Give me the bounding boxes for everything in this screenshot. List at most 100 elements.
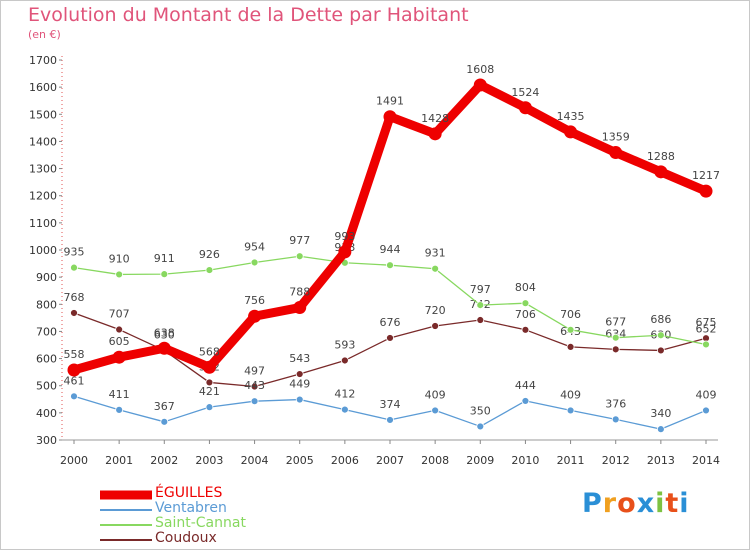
data-label-saint-cannat: 652 bbox=[696, 322, 717, 335]
data-point-eguilles bbox=[202, 360, 216, 374]
data-label-saint-cannat: 926 bbox=[199, 248, 220, 261]
y-tick-label: 1700 bbox=[29, 54, 57, 67]
y-tick-label: 1300 bbox=[29, 163, 57, 176]
data-label-saint-cannat: 686 bbox=[650, 313, 671, 326]
data-point-saint-cannat bbox=[160, 270, 169, 279]
data-label-saint-cannat: 931 bbox=[425, 247, 446, 260]
data-point-ventabren bbox=[70, 392, 78, 401]
data-point-coudoux bbox=[476, 316, 485, 324]
data-point-ventabren bbox=[702, 406, 710, 415]
data-label-ventabren: 461 bbox=[64, 374, 85, 387]
data-point-eguilles bbox=[293, 301, 307, 315]
data-point-ventabren bbox=[295, 395, 304, 404]
data-point-ventabren bbox=[611, 415, 620, 424]
data-label-eguilles: 638 bbox=[154, 326, 175, 339]
data-label-eguilles: 558 bbox=[64, 348, 85, 361]
data-label-saint-cannat: 911 bbox=[154, 252, 175, 265]
x-tick-label: 2002 bbox=[150, 454, 178, 467]
data-point-eguilles bbox=[564, 125, 578, 139]
y-tick-label: 400 bbox=[36, 407, 57, 420]
data-label-saint-cannat: 706 bbox=[560, 308, 581, 321]
data-point-saint-cannat bbox=[431, 264, 440, 273]
x-tick-label: 2008 bbox=[421, 454, 449, 467]
x-tick-label: 2004 bbox=[241, 454, 269, 467]
data-label-eguilles: 1217 bbox=[692, 169, 720, 182]
data-point-eguilles bbox=[67, 363, 81, 377]
x-tick-label: 2010 bbox=[511, 454, 539, 467]
data-point-ventabren bbox=[431, 406, 440, 415]
data-label-eguilles: 1428 bbox=[421, 112, 449, 125]
x-tick-label: 2007 bbox=[376, 454, 404, 467]
data-label-ventabren: 421 bbox=[199, 385, 220, 398]
data-point-eguilles bbox=[157, 341, 171, 355]
chart-title: Evolution du Montant de la Dette par Hab… bbox=[28, 4, 469, 26]
data-point-saint-cannat bbox=[611, 333, 620, 342]
y-tick-label: 700 bbox=[36, 325, 57, 338]
data-point-saint-cannat bbox=[386, 261, 394, 270]
y-tick-label: 600 bbox=[36, 353, 57, 366]
legend-item: Coudoux bbox=[100, 530, 350, 547]
data-point-coudoux bbox=[70, 309, 78, 317]
data-label-saint-cannat: 804 bbox=[515, 281, 536, 294]
data-label-saint-cannat: 977 bbox=[289, 234, 310, 247]
data-point-ventabren bbox=[115, 405, 124, 414]
data-label-saint-cannat: 944 bbox=[380, 243, 401, 256]
x-tick-label: 2009 bbox=[466, 454, 494, 467]
data-point-coudoux bbox=[566, 342, 575, 351]
y-tick-label: 1100 bbox=[29, 217, 57, 230]
data-label-saint-cannat: 797 bbox=[470, 283, 491, 296]
y-tick-label: 300 bbox=[36, 434, 57, 447]
logo-letter: o bbox=[617, 488, 637, 519]
legend-label: Saint-Cannat bbox=[155, 515, 246, 531]
x-tick-label: 2012 bbox=[602, 454, 630, 467]
data-point-ventabren bbox=[250, 397, 259, 406]
data-label-ventabren: 443 bbox=[244, 379, 265, 392]
proxiti-logo: Proxiti bbox=[582, 488, 690, 519]
logo-letter: i bbox=[679, 488, 690, 519]
data-point-eguilles bbox=[383, 110, 397, 124]
legend-swatch bbox=[100, 490, 152, 499]
data-label-eguilles: 1491 bbox=[376, 95, 404, 108]
data-label-coudoux: 707 bbox=[109, 308, 130, 321]
data-point-eguilles bbox=[518, 101, 532, 115]
data-label-ventabren: 449 bbox=[289, 378, 310, 391]
data-point-coudoux bbox=[250, 382, 259, 391]
data-point-coudoux bbox=[295, 370, 304, 378]
data-point-coudoux bbox=[431, 322, 440, 330]
data-point-coudoux bbox=[340, 356, 349, 365]
y-tick-label: 900 bbox=[36, 271, 57, 284]
data-label-coudoux: 706 bbox=[515, 308, 536, 321]
data-point-saint-cannat bbox=[295, 252, 304, 261]
data-label-saint-cannat: 935 bbox=[64, 246, 85, 259]
data-label-eguilles: 1435 bbox=[557, 110, 585, 123]
data-point-ventabren bbox=[521, 397, 530, 405]
data-point-coudoux bbox=[386, 334, 394, 342]
legend-swatch bbox=[100, 508, 152, 511]
legend-item: ÉGUILLES bbox=[100, 485, 350, 502]
data-point-ventabren bbox=[476, 422, 485, 431]
data-point-ventabren bbox=[656, 425, 665, 434]
data-point-saint-cannat bbox=[70, 263, 78, 272]
data-label-coudoux: 675 bbox=[696, 316, 717, 329]
data-label-ventabren: 409 bbox=[425, 388, 446, 401]
data-label-ventabren: 411 bbox=[109, 388, 130, 401]
data-label-eguilles: 1288 bbox=[647, 150, 675, 163]
data-label-ventabren: 444 bbox=[515, 379, 536, 392]
data-point-ventabren bbox=[566, 406, 575, 415]
data-label-saint-cannat: 954 bbox=[244, 240, 265, 253]
logo-letter: i bbox=[655, 488, 666, 519]
data-point-coudoux bbox=[521, 325, 530, 334]
data-label-coudoux: 676 bbox=[380, 316, 401, 329]
data-label-coudoux: 593 bbox=[334, 338, 355, 351]
y-tick-label: 500 bbox=[36, 380, 57, 393]
legend-item: Saint-Cannat bbox=[100, 515, 350, 532]
logo-letter: t bbox=[665, 488, 680, 519]
data-label-eguilles: 1608 bbox=[466, 63, 494, 76]
y-tick-label: 1200 bbox=[29, 190, 57, 203]
data-point-ventabren bbox=[160, 417, 169, 426]
data-point-coudoux bbox=[611, 345, 620, 354]
legend-label: Coudoux bbox=[155, 530, 217, 546]
logo-letter: P bbox=[582, 488, 603, 519]
logo-letter: x bbox=[636, 488, 656, 519]
data-point-eguilles bbox=[112, 350, 126, 364]
